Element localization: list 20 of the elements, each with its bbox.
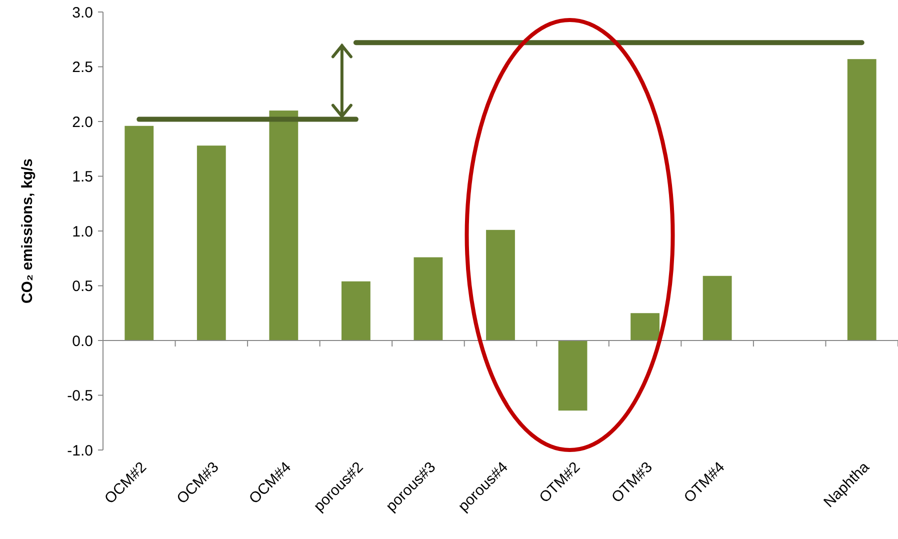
bar [486, 230, 515, 340]
bar [847, 59, 876, 340]
y-tick-label: -1.0 [67, 442, 93, 460]
y-tick-label: 0.0 [72, 332, 93, 350]
bar [702, 276, 732, 340]
y-tick-label: 1.5 [72, 168, 93, 186]
bar [558, 340, 588, 411]
bar [342, 281, 370, 340]
y-tick-label: 2.0 [72, 114, 93, 131]
y-tick-label: 0.5 [72, 278, 93, 295]
bar [124, 126, 154, 340]
y-tick-label: 3.0 [72, 4, 93, 22]
y-axis-title: CO₂ emissions, kg/s [19, 158, 36, 304]
bar [414, 257, 443, 340]
bar [196, 146, 226, 340]
y-tick-label: 2.5 [72, 59, 93, 76]
bar [630, 313, 660, 340]
y-tick-label: 1.0 [72, 223, 93, 240]
y-tick-label: -0.5 [67, 388, 93, 404]
bar [269, 110, 298, 340]
